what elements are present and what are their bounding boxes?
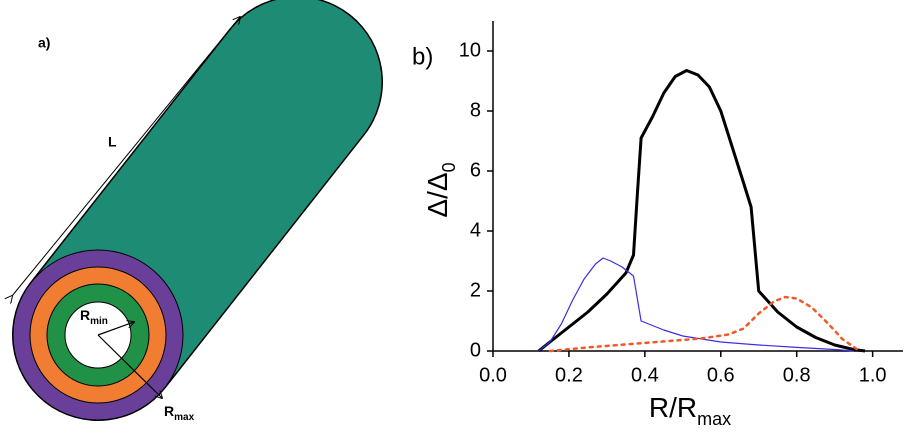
x-tick-label: 0.2 (555, 364, 583, 386)
y-tick-label: 0 (470, 339, 481, 361)
y-tick-label: 2 (470, 279, 481, 301)
y-axis-label: Δ/Δ0 (422, 162, 458, 217)
x-tick-label: 0.4 (631, 364, 659, 386)
length-arrow (12, 17, 240, 296)
x-tick-label: 1.0 (859, 364, 887, 386)
rmax-label: Rmax (164, 403, 195, 423)
y-label-sub: 0 (439, 162, 459, 172)
x-axis-label: R/Rmax (649, 392, 731, 428)
rmax-main: R (164, 403, 174, 419)
line-series (538, 257, 854, 352)
x-tick-label: 0.0 (479, 364, 507, 386)
y-tick-label: 8 (470, 99, 481, 121)
rmin-arrow (97, 322, 134, 336)
rmin-label: Rmin (80, 307, 108, 327)
rmin-sub: min (90, 316, 108, 327)
x-label-main: R/R (649, 392, 697, 423)
line-series (537, 69, 866, 353)
line-series (548, 295, 859, 353)
rmax-arrow (97, 334, 162, 398)
panel-label: b) (412, 43, 433, 70)
rmax-sub: max (174, 412, 194, 423)
x-label-sub: max (697, 409, 731, 429)
length-label: L (108, 134, 117, 150)
x-tick-label: 0.8 (783, 364, 811, 386)
cylinder-diagram: a) L Rmin Rmax (12, 0, 383, 423)
y-label-main: Δ/Δ (422, 172, 453, 217)
y-tick-label: 4 (470, 219, 481, 241)
y-tick-label: 10 (459, 39, 481, 61)
x-tick-label: 0.6 (707, 364, 735, 386)
panel-label: a) (38, 35, 50, 51)
rmin-main: R (80, 307, 90, 323)
plot: 0.0 0.2 0.4 0.6 0.8 1.0 0 2 4 6 8 10 (459, 21, 903, 386)
y-tick-label: 6 (470, 159, 481, 181)
